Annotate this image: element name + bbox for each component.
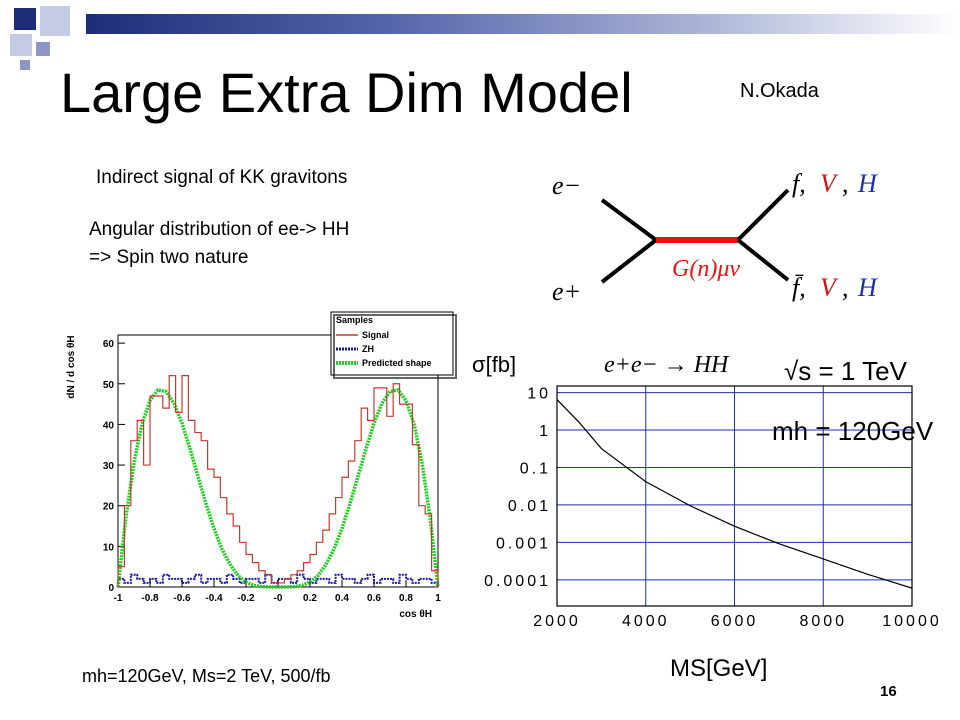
label-out-H: H [857, 169, 878, 198]
hist-ytick-label: 60 [103, 339, 115, 350]
hist-xtick-label: -0.8 [141, 593, 159, 604]
xs-xtick-label: 8000 [799, 613, 847, 630]
hist-xtick-label: -0.2 [237, 593, 255, 604]
hist-xtick-label: 0.4 [335, 593, 349, 604]
legend-title: Samples [336, 315, 373, 325]
legend-predicted: Predicted shape [362, 358, 432, 368]
xs-xtick-label: 2000 [533, 613, 581, 630]
author-name: N.Okada [740, 80, 819, 102]
xs-energy-label: √s = 1 TeV [784, 356, 908, 386]
label-electron: e− [552, 171, 581, 200]
xs-xtick-label: 10000 [882, 613, 942, 630]
xs-ytick-label: 0.001 [496, 535, 551, 552]
label-out-sep: , [842, 169, 849, 198]
hist-ytick-label: 30 [103, 461, 115, 472]
hist-xtick-label: 1 [435, 593, 441, 604]
label-out-V: V [820, 169, 839, 198]
hist-legend: Samples Signal ZH Predicted shape [330, 311, 457, 379]
legend-signal: Signal [362, 330, 389, 340]
positron-in-line [600, 238, 658, 284]
xs-ytick-label: 0.0001 [484, 573, 551, 590]
xs-xtick-label: 6000 [711, 613, 759, 630]
label-out-fbar: f̄, [792, 273, 806, 302]
hist-ytick-label: 40 [103, 420, 115, 431]
hist-ytick-label: 0 [108, 583, 114, 594]
text-indirect-signal: Indirect signal of KK gravitons [96, 167, 348, 188]
hist-xtick-label: 0.8 [399, 593, 413, 604]
xs-frame [556, 385, 913, 607]
text-spin-two: => Spin two nature [89, 247, 249, 268]
hist-xtick-label: -0 [274, 593, 283, 604]
hist-xtick-label: -0.6 [173, 593, 191, 604]
hist-ylabel: dN / d cos θH [66, 335, 77, 398]
hist-xtick-label: 0.6 [367, 593, 381, 604]
hist-xtick-label: 0.2 [303, 593, 317, 604]
hist-ytick-label: 20 [103, 502, 115, 513]
label-positron: e+ [552, 277, 581, 306]
label-out-V2: V [820, 273, 839, 302]
series-predicted [116, 387, 440, 589]
hist-xlabel: cos θH [399, 609, 432, 620]
xs-ytick-label: 0.01 [508, 498, 551, 515]
hist-xtick-label: -1 [114, 593, 123, 604]
xs-ytick-label: 1 [539, 423, 551, 440]
label-out-sep2: , [842, 273, 849, 302]
hist-ytick-label: 10 [103, 542, 115, 553]
xs-xlabel: MS[GeV] [670, 655, 767, 682]
corner-square-light [40, 6, 70, 36]
xs-higgs-mass-label: mh = 120GeV [772, 416, 934, 446]
hist-xtick-label: -0.4 [205, 593, 223, 604]
corner-square-mid [20, 60, 30, 70]
series-signal [117, 375, 439, 587]
feynman-diagram: e− e+ G(n)μν f, V , H f̄, V , H [552, 169, 878, 306]
corner-square-dark [14, 8, 36, 30]
histogram-chart: 0 10 20 30 40 50 60 -1 -0.8 -0.6 -0.4 -0.2 -0 0.2 0.4 0… [40, 305, 460, 620]
cross-section-chart: 10 1 0.1 0.01 0.001 0.0001 2000 4000 6000 8000 100… [472, 352, 942, 682]
slide-title: Large Extra Dim Model [60, 61, 633, 124]
title-gradient-bar [86, 14, 960, 34]
corner-square-light [10, 34, 32, 56]
series-cross-section [556, 399, 913, 589]
out-bottom-line [736, 238, 790, 282]
out-top-line [736, 188, 790, 242]
legend-zh: ZH [362, 344, 374, 354]
xs-ylabel: σ[fb] [472, 352, 516, 377]
label-out-f: f, [792, 169, 806, 198]
footer-parameters: mh=120GeV, Ms=2 TeV, 500/fb [82, 666, 331, 686]
corner-square-mid [36, 42, 50, 56]
xs-xtick-label: 4000 [622, 613, 670, 630]
hist-ytick-label: 50 [103, 380, 115, 391]
slide-number: 16 [880, 683, 897, 700]
xs-process-label: e+e− → HH [604, 352, 730, 378]
label-out-H2: H [857, 273, 878, 302]
xs-ytick-label: 0.1 [520, 460, 551, 477]
label-graviton: G(n)μν [672, 256, 740, 282]
electron-in-line [600, 198, 658, 242]
xs-ytick-label: 10 [527, 386, 551, 403]
text-angular-distribution: Angular distribution of ee-> HH [89, 219, 350, 240]
